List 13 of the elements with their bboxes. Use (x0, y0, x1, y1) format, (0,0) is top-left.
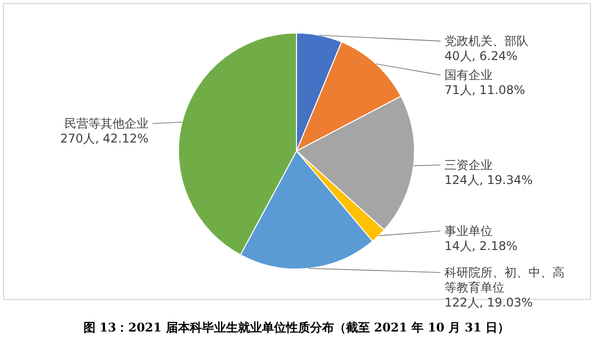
data-label: 124人, 19.34% (444, 172, 533, 187)
slice-label: 三资企业 (444, 158, 492, 172)
data-label: 40人, 6.24% (444, 49, 518, 64)
data-label: 71人, 11.08% (444, 83, 526, 98)
slice-label: 党政机关、部队 (444, 34, 528, 48)
data-label: 270人, 42.12% (60, 132, 148, 146)
slice-label: 民营等其他企业 (64, 116, 148, 131)
data-label: 14人, 2.18% (444, 239, 518, 253)
slice-label: 国有企业 (444, 68, 492, 82)
data-label: 122人, 19.03% (444, 296, 533, 310)
text: 图 13：2021 届本科毕业生就业单位性质分布（截至 2021 年 10 月 31 日） (83, 320, 510, 334)
slice-label: 科研院所、初、中、高等教育单位 (444, 266, 564, 294)
slice-label: 事业单位 (444, 224, 492, 238)
